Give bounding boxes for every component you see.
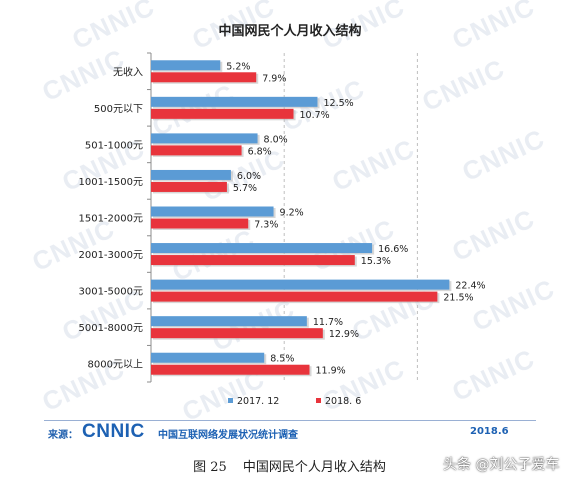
bar-2018-6 xyxy=(151,145,242,156)
legend-label: 2017. 12 xyxy=(237,396,279,407)
bar-2017-12 xyxy=(151,279,450,290)
org-name: 中国互联网络发展状况统计调查 xyxy=(158,430,298,441)
data-label: 8.5% xyxy=(270,354,294,365)
bar-2018-6 xyxy=(151,328,323,339)
data-label: 8.0% xyxy=(264,134,288,145)
bar-2017-12 xyxy=(151,133,258,144)
category-label: 500元以下 xyxy=(94,104,143,115)
bar-2017-12 xyxy=(151,96,318,107)
category-label: 5001-8000元 xyxy=(78,323,143,334)
bar-2018-6 xyxy=(151,72,257,83)
figure-caption: 图 25 中国网民个人月收入结构 xyxy=(0,456,579,475)
data-label: 7.9% xyxy=(262,73,286,84)
data-label: 12.5% xyxy=(324,98,354,109)
source-label: 来源： xyxy=(48,430,78,441)
bar-2017-12 xyxy=(151,243,373,254)
chart-title: 中国网民个人月收入结构 xyxy=(218,24,362,39)
bar-2018-6 xyxy=(151,291,438,302)
category-label: 3001-5000元 xyxy=(78,287,143,298)
figure-number: 图 25 xyxy=(193,460,227,475)
data-label: 10.7% xyxy=(300,110,330,121)
data-label: 16.6% xyxy=(378,244,408,255)
data-label: 21.5% xyxy=(443,293,473,304)
category-label: 1001-1500元 xyxy=(78,177,143,188)
legend-label: 2018. 6 xyxy=(325,396,361,407)
data-label: 6.0% xyxy=(237,171,261,182)
data-label: 9.2% xyxy=(280,208,304,219)
data-label: 22.4% xyxy=(455,281,485,292)
bar-2018-6 xyxy=(151,181,227,192)
footer-divider xyxy=(44,420,536,421)
data-label: 5.7% xyxy=(233,183,257,194)
data-label: 7.3% xyxy=(254,220,278,231)
category-label: 2001-3000元 xyxy=(78,250,143,261)
figure-caption-text: 中国网民个人月收入结构 xyxy=(242,460,386,475)
bar-2018-6 xyxy=(151,364,310,375)
bar-2018-6 xyxy=(151,255,355,266)
category-label: 无收入 xyxy=(113,65,143,78)
category-label: 501-1000元 xyxy=(85,140,143,151)
cnnic-logo: CNNIC xyxy=(82,421,145,442)
legend-swatch xyxy=(316,398,321,403)
data-label: 12.9% xyxy=(329,329,359,340)
data-label: 6.8% xyxy=(248,146,272,157)
bar-2017-12 xyxy=(151,206,274,217)
data-label: 11.7% xyxy=(313,317,343,328)
author-watermark: 头条 @刘公子爱车 xyxy=(443,457,560,473)
data-label: 5.2% xyxy=(226,61,250,72)
bar-2018-6 xyxy=(151,108,294,119)
bar-2018-6 xyxy=(151,218,249,229)
report-date: 2018.6 xyxy=(470,426,509,437)
category-label: 8000元以上 xyxy=(88,359,143,371)
bar-2017-12 xyxy=(151,352,265,363)
bar-2017-12 xyxy=(151,316,307,327)
bar-2017-12 xyxy=(151,60,221,71)
data-label: 11.9% xyxy=(316,366,346,377)
bar-2017-12 xyxy=(151,169,231,180)
category-label: 1501-2000元 xyxy=(78,214,143,225)
legend-swatch xyxy=(228,398,233,403)
data-label: 15.3% xyxy=(361,256,391,267)
